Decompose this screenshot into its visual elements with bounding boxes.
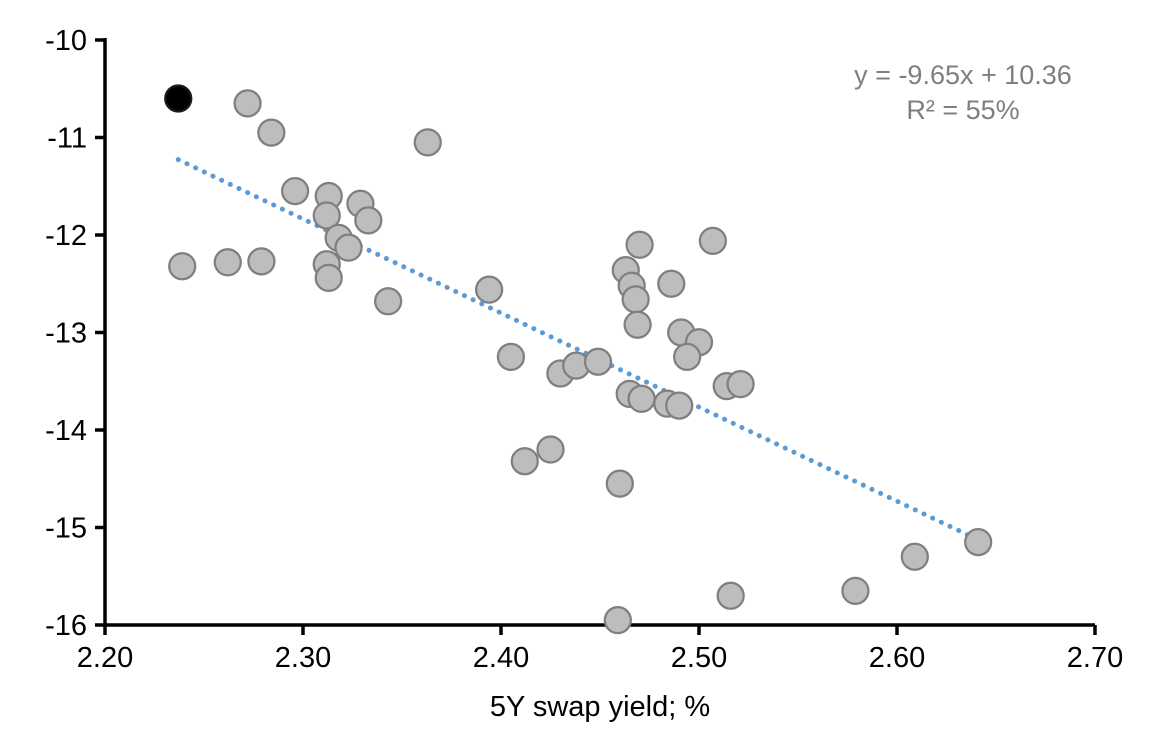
scatter-point [726, 370, 755, 399]
scatter-point [233, 89, 262, 118]
trendline-group [175, 157, 981, 543]
scatter-point [621, 285, 650, 314]
x-tick-label: 2.20 [77, 642, 133, 674]
y-tick-label: -13 [45, 318, 87, 350]
scatter-point [964, 528, 993, 557]
scatter-point [257, 118, 286, 147]
scatter-point [413, 128, 442, 157]
x-axis-title: 5Y swap yield; % [490, 691, 710, 723]
scatter-point [312, 201, 341, 230]
scatter-point [334, 233, 363, 262]
scatter-point [716, 581, 745, 610]
scatter-point [168, 252, 197, 281]
x-tick-label: 2.60 [869, 642, 925, 674]
x-tick-label: 2.50 [671, 642, 727, 674]
scatter-point [900, 542, 929, 571]
scatter-point [605, 469, 634, 498]
y-tick-label: -14 [45, 415, 87, 447]
scatter-point [627, 384, 656, 413]
scatter-point [314, 263, 343, 293]
trendline [175, 157, 981, 543]
scatter-point [841, 576, 870, 605]
scatter-point [698, 226, 727, 255]
points-group [164, 84, 993, 635]
scatter-point [583, 347, 613, 376]
scatter-point [665, 391, 694, 420]
y-tick-label: -16 [45, 610, 87, 642]
regression-equation: y = -9.65x + 10.36 [854, 60, 1072, 90]
scatter-point [603, 606, 632, 635]
x-tick-label: 2.40 [473, 642, 529, 674]
x-tick-label: 2.70 [1067, 642, 1123, 674]
scatter-point [213, 248, 242, 277]
y-tick-label: -15 [45, 513, 87, 545]
scatter-point [354, 206, 383, 235]
x-tick-label: 2.30 [275, 642, 331, 674]
scatter-point-highlighted [164, 84, 193, 113]
scatter-point [474, 275, 504, 304]
scatter-point [247, 247, 276, 276]
r-squared-label: R² = 55% [906, 95, 1019, 125]
axes-group: 2.20 2.30 2.40 2.50 2.60 2.70 -10 -11 -12 -13 -14 -… [45, 25, 1123, 674]
scatter-point [672, 342, 702, 371]
scatter-point [510, 447, 539, 476]
scatter-point [625, 230, 654, 259]
scatter-point [623, 310, 652, 339]
scatter-point [657, 269, 686, 298]
y-tick-label: -10 [45, 25, 87, 57]
y-tick-label: -11 [47, 123, 87, 155]
y-tick-label: -12 [45, 220, 87, 252]
scatter-point [280, 177, 310, 206]
scatter-point [536, 435, 565, 464]
scatter-point [374, 287, 403, 316]
scatter-point [496, 342, 526, 371]
